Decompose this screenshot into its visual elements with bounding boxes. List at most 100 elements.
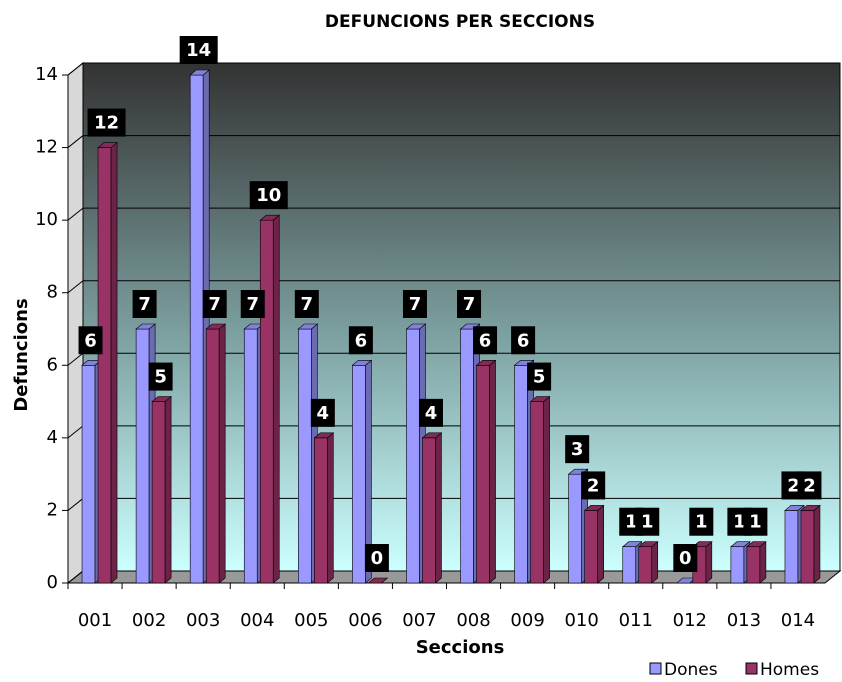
data-label: 7: [463, 294, 476, 315]
data-label-box: [635, 507, 660, 536]
bar-side: [759, 541, 767, 584]
data-label-box: [310, 398, 335, 427]
data-label: 7: [246, 294, 259, 315]
bar-side: [272, 214, 280, 584]
bar-top: [691, 541, 713, 548]
data-label-box: [148, 362, 173, 391]
data-label: 2: [787, 475, 800, 496]
grid-line: [67, 135, 84, 148]
x-tick-label: 011: [619, 610, 653, 631]
legend-label: Dones: [664, 660, 718, 680]
bar-front: [298, 328, 312, 584]
grid-line: [67, 498, 84, 511]
data-label-box: [473, 326, 498, 355]
data-label-box: [581, 471, 606, 500]
grid-line: [67, 62, 84, 76]
bar-front: [243, 328, 258, 584]
x-tick-label: 010: [564, 610, 598, 631]
y-tick-label: 12: [35, 137, 58, 158]
grid-line: [67, 207, 84, 221]
bar-front: [530, 401, 544, 584]
data-label: 1: [641, 512, 654, 533]
grid-line: [67, 570, 84, 584]
data-label: 4: [425, 403, 438, 424]
bar: [313, 432, 335, 584]
data-label-box: [418, 398, 443, 427]
x-tick-label: 013: [727, 610, 761, 631]
legend-swatch: [745, 662, 758, 675]
bar-top: [259, 214, 281, 221]
data-label: 5: [154, 367, 167, 388]
data-label-box: [511, 326, 536, 355]
bar: [800, 504, 821, 584]
y-tick-label: 0: [47, 572, 58, 593]
bar-side: [651, 541, 659, 584]
data-label: 5: [533, 367, 546, 388]
bar-front: [514, 364, 528, 584]
bar-front: [622, 546, 637, 584]
bar-front: [97, 147, 112, 584]
data-label: 0: [679, 548, 692, 569]
x-tick-label: 007: [402, 610, 436, 631]
bar-side: [597, 504, 604, 584]
data-label: 14: [186, 40, 211, 61]
data-label-box: [797, 471, 822, 500]
grid-line: [67, 280, 84, 294]
data-label-box: [689, 507, 714, 536]
bar-front: [352, 364, 366, 584]
bar-side: [705, 541, 713, 584]
bar: [367, 577, 389, 584]
y-tick-label: 14: [35, 64, 58, 85]
y-tick-label: 8: [47, 282, 58, 303]
bar-top: [730, 541, 751, 548]
bar-top: [297, 323, 319, 330]
bar-top: [313, 432, 335, 439]
bar-top: [637, 541, 659, 548]
legend-swatch: [649, 662, 662, 675]
data-label: 6: [517, 330, 530, 351]
bar-top: [800, 505, 821, 511]
x-tick-label: 008: [456, 610, 490, 631]
data-label-box: [457, 290, 482, 318]
bar-front: [189, 74, 204, 584]
bar-top: [205, 323, 227, 330]
grid-line: [67, 425, 84, 439]
y-tick-label: 6: [47, 354, 58, 375]
bar-front: [746, 546, 761, 584]
data-label-box: [527, 362, 552, 391]
bar-front: [314, 437, 328, 584]
bar-front: [730, 546, 745, 584]
data-label: 1: [625, 512, 638, 533]
x-axis-label: Seccions: [416, 637, 505, 658]
bar-top: [151, 396, 172, 402]
data-label: 2: [803, 475, 816, 496]
bar-top: [97, 142, 118, 148]
bar-top: [135, 323, 156, 330]
bar-top: [529, 396, 551, 402]
data-label: 4: [317, 403, 330, 424]
bar-top: [405, 323, 427, 330]
x-tick-label: 002: [132, 610, 166, 631]
bar-front: [800, 510, 815, 584]
bar: [259, 214, 281, 584]
x-tick-label: 005: [294, 610, 328, 631]
bar-top: [746, 541, 767, 548]
bar-side: [218, 323, 226, 584]
data-label: 0: [371, 548, 384, 569]
bar-top: [367, 577, 389, 584]
y-tick-label: 4: [47, 427, 58, 448]
data-label: 7: [301, 294, 314, 315]
data-label-box: [673, 544, 698, 572]
data-label-box: [249, 181, 288, 210]
bar-front: [135, 328, 150, 584]
data-label: 6: [84, 330, 97, 351]
x-tick-label: 014: [781, 610, 815, 631]
bar-front: [568, 473, 582, 584]
data-label-box: [78, 326, 103, 355]
x-tick-label: 004: [240, 610, 274, 631]
bar-top: [421, 432, 443, 439]
bar-front: [784, 510, 799, 584]
data-label: 1: [733, 512, 746, 533]
data-label-box: [294, 290, 319, 318]
